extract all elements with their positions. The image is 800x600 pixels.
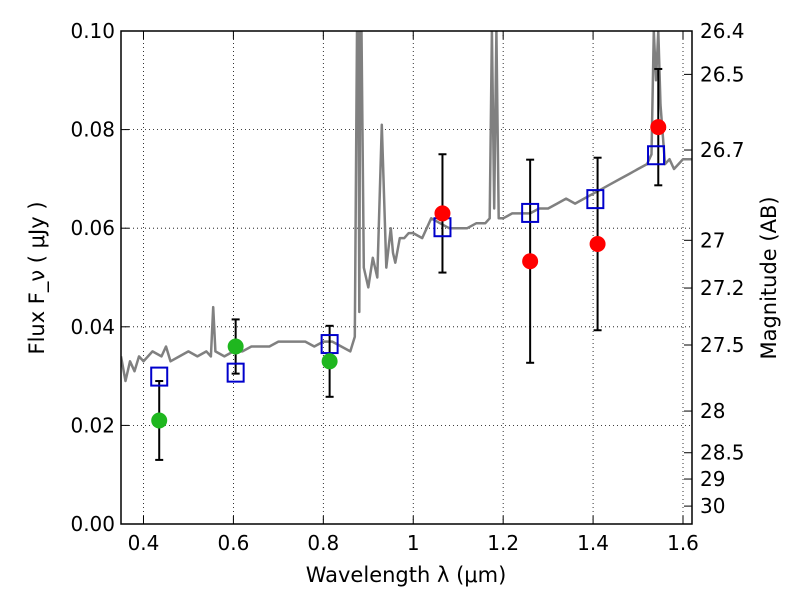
model-square	[647, 145, 666, 166]
mag-tick-label: 28.5	[700, 441, 745, 465]
model-square	[150, 366, 169, 387]
x-tick-label: 1	[407, 531, 420, 555]
y2-axis-label-text: Magnitude (AB)	[757, 196, 781, 359]
mag-tick-label: 26.4	[700, 19, 745, 43]
mag-tick-label: 29	[700, 467, 725, 491]
mag-tick-label: 27	[700, 228, 725, 252]
mag-tick-label: 27.5	[700, 333, 745, 357]
x-tick-label: 0.4	[128, 531, 160, 555]
ir-point	[522, 253, 539, 270]
x-tick-label: 1.2	[487, 531, 519, 555]
x-axis-label-text: Wavelength λ (μm)	[306, 563, 507, 587]
y-tick-label: 0.04	[70, 315, 115, 339]
hst-point	[151, 412, 168, 429]
y-tick-label: 0.02	[70, 413, 115, 437]
x-tick-label: 0.8	[307, 531, 339, 555]
y-tick-label: 0.08	[70, 118, 115, 142]
sed-spectrum-line	[121, 31, 692, 383]
mag-tick-label: 26.7	[700, 138, 745, 162]
y-tick-label: 0.10	[70, 19, 115, 43]
y-axis-label: Flux F_ν ( μJy )	[25, 201, 50, 354]
mag-tick-label: 28	[700, 399, 725, 423]
hst-point	[321, 353, 338, 370]
plot-area	[121, 31, 692, 383]
plot-frame	[120, 30, 693, 525]
x-axis-label: Wavelength λ (μm)	[306, 563, 507, 587]
ir-point	[650, 119, 667, 136]
model-square	[320, 334, 339, 355]
y2-axis-label: Magnitude (AB)	[757, 196, 781, 359]
data-marks	[150, 67, 667, 461]
x-tick-label: 1.4	[577, 531, 609, 555]
mag-tick-label: 27.2	[700, 276, 745, 300]
y-tick-label: 0.00	[70, 512, 115, 536]
axis-ticks: 0.4 0.6 0.8 1 1.2 1.4 1.6 0.00 0.02 0.04 0.06 0.08 0…	[70, 19, 744, 555]
y-tick-label: 0.06	[70, 216, 115, 240]
ir-point	[434, 205, 451, 222]
model-square	[226, 362, 245, 383]
mag-tick-label: 30	[700, 494, 725, 518]
y-axis-label-text: Flux F_ν ( μJy )	[25, 201, 50, 354]
mag-tick-label: 26.5	[700, 62, 745, 86]
model-square	[521, 202, 540, 223]
x-tick-label: 0.6	[217, 531, 249, 555]
model-square	[586, 189, 605, 210]
hst-point	[227, 338, 244, 355]
x-tick-label: 1.6	[667, 531, 699, 555]
ir-point	[589, 235, 606, 252]
